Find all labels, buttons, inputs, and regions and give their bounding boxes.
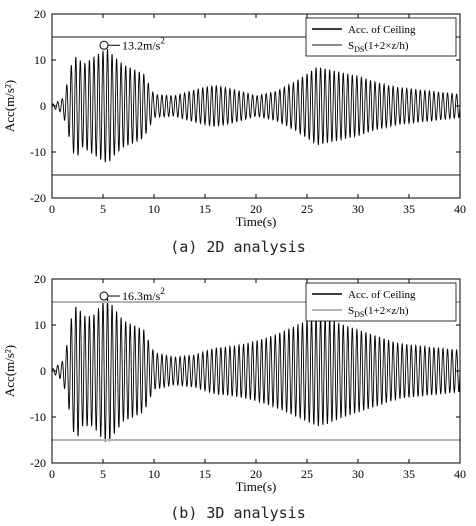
peak-label: 16.3m/s2	[122, 286, 165, 303]
y-tick-label: 0	[40, 99, 46, 113]
peak-value: 16.3m/s	[122, 289, 161, 303]
x-tick-label: 0	[49, 202, 55, 216]
y-axis-label: Acc(m/s²)	[2, 80, 17, 132]
legend-box	[305, 17, 457, 57]
chart-b: 0 5 10 15 20 25 30 35 40-20-1001020Time(s)Acc(m/…	[2, 272, 466, 494]
x-tick-label: 0	[49, 467, 55, 481]
x-tick-label: 25	[301, 202, 313, 216]
x-tick-label: 35	[403, 467, 415, 481]
x-tick-label: 30	[352, 467, 364, 481]
peak-label: 13.2m/s2	[122, 35, 165, 52]
x-tick-label: 40	[454, 467, 466, 481]
x-tick-label: 15	[199, 202, 211, 216]
x-axis-label: Time(s)	[236, 214, 277, 229]
caption-a: (a) 2D analysis	[170, 238, 306, 256]
legend-sds-factor: (1+2×z/h)	[364, 40, 409, 52]
legend-box	[305, 282, 457, 322]
peak-marker	[99, 291, 109, 301]
x-tick-label: 30	[352, 202, 364, 216]
x-tick-label: 15	[199, 467, 211, 481]
legend-sds-sub: DS	[354, 310, 364, 319]
peak-value: 13.2m/s	[122, 38, 161, 52]
y-tick-label: -10	[30, 410, 46, 424]
peak-unit-sup: 2	[160, 35, 165, 45]
caption-b: (b) 3D analysis	[170, 504, 306, 522]
x-tick-label: 5	[100, 202, 106, 216]
x-tick-label: 25	[301, 467, 313, 481]
legend-sds-s: S	[348, 305, 354, 317]
series-acc-ceiling	[51, 298, 461, 443]
y-tick-label: -10	[30, 145, 46, 159]
legend-sds-sub: DS	[354, 45, 364, 54]
y-tick-label: 20	[34, 7, 46, 21]
x-axis-label: Time(s)	[236, 479, 277, 494]
y-tick-label: 10	[34, 53, 46, 67]
x-tick-label: 35	[403, 202, 415, 216]
y-tick-label: 20	[34, 272, 46, 286]
legend-sds-s: S	[348, 40, 354, 52]
chart-a: 0 5 10 15 20 25 30 35 40-20-1001020Time(s)Acc(m/…	[2, 7, 466, 229]
legend-label-sds: SDS(1+2×z/h)	[348, 40, 409, 54]
legend-label-acc: Acc. of Ceiling	[348, 24, 416, 36]
y-tick-label: 0	[40, 364, 46, 378]
legend-label-acc: Acc. of Ceiling	[348, 289, 416, 301]
x-tick-label: 10	[148, 467, 160, 481]
x-tick-label: 5	[100, 467, 106, 481]
x-tick-label: 20	[250, 467, 262, 481]
legend-sds-factor: (1+2×z/h)	[364, 305, 409, 317]
y-tick-label: -20	[30, 456, 46, 470]
legend-label-sds: SDS(1+2×z/h)	[348, 305, 409, 319]
peak-marker	[99, 40, 109, 50]
y-tick-label: -20	[30, 191, 46, 205]
y-tick-label: 10	[34, 318, 46, 332]
x-tick-label: 20	[250, 202, 262, 216]
x-tick-label: 10	[148, 202, 160, 216]
series-acc-ceiling	[51, 48, 461, 163]
peak-unit-sup: 2	[160, 286, 165, 296]
y-axis-label: Acc(m/s²)	[2, 345, 17, 397]
x-tick-label: 40	[454, 202, 466, 216]
